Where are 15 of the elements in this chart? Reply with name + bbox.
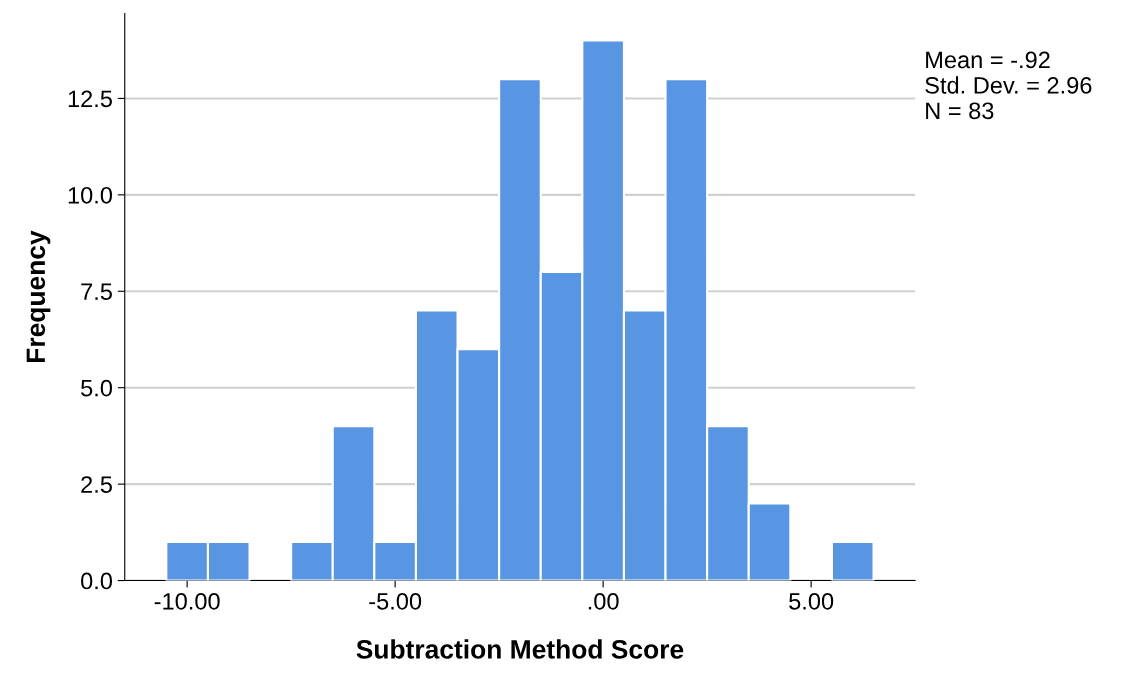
y-tick-label: 7.5 [81, 283, 112, 301]
x-tick-label: .00 [588, 592, 619, 610]
x-axis-title: Subtraction Method Score [356, 639, 684, 659]
x-tick-label: -10.00 [154, 592, 220, 610]
text: Mean = -.92 [926, 51, 1050, 69]
y-axis-title: Frequency [26, 230, 51, 363]
text: Std. Dev. = 2.96 [925, 76, 1092, 94]
text: N = 83 [926, 102, 994, 120]
x-tick-label: 5.00 [789, 592, 834, 610]
y-tick-label: 5.0 [81, 379, 113, 397]
y-tick-label: 12.5 [68, 90, 112, 108]
y-tick-label: 2.5 [81, 476, 112, 493]
y-tick-label: 0.0 [81, 572, 113, 590]
y-tick-label: 10.0 [68, 186, 113, 204]
x-tick-label: -5.00 [369, 592, 422, 610]
